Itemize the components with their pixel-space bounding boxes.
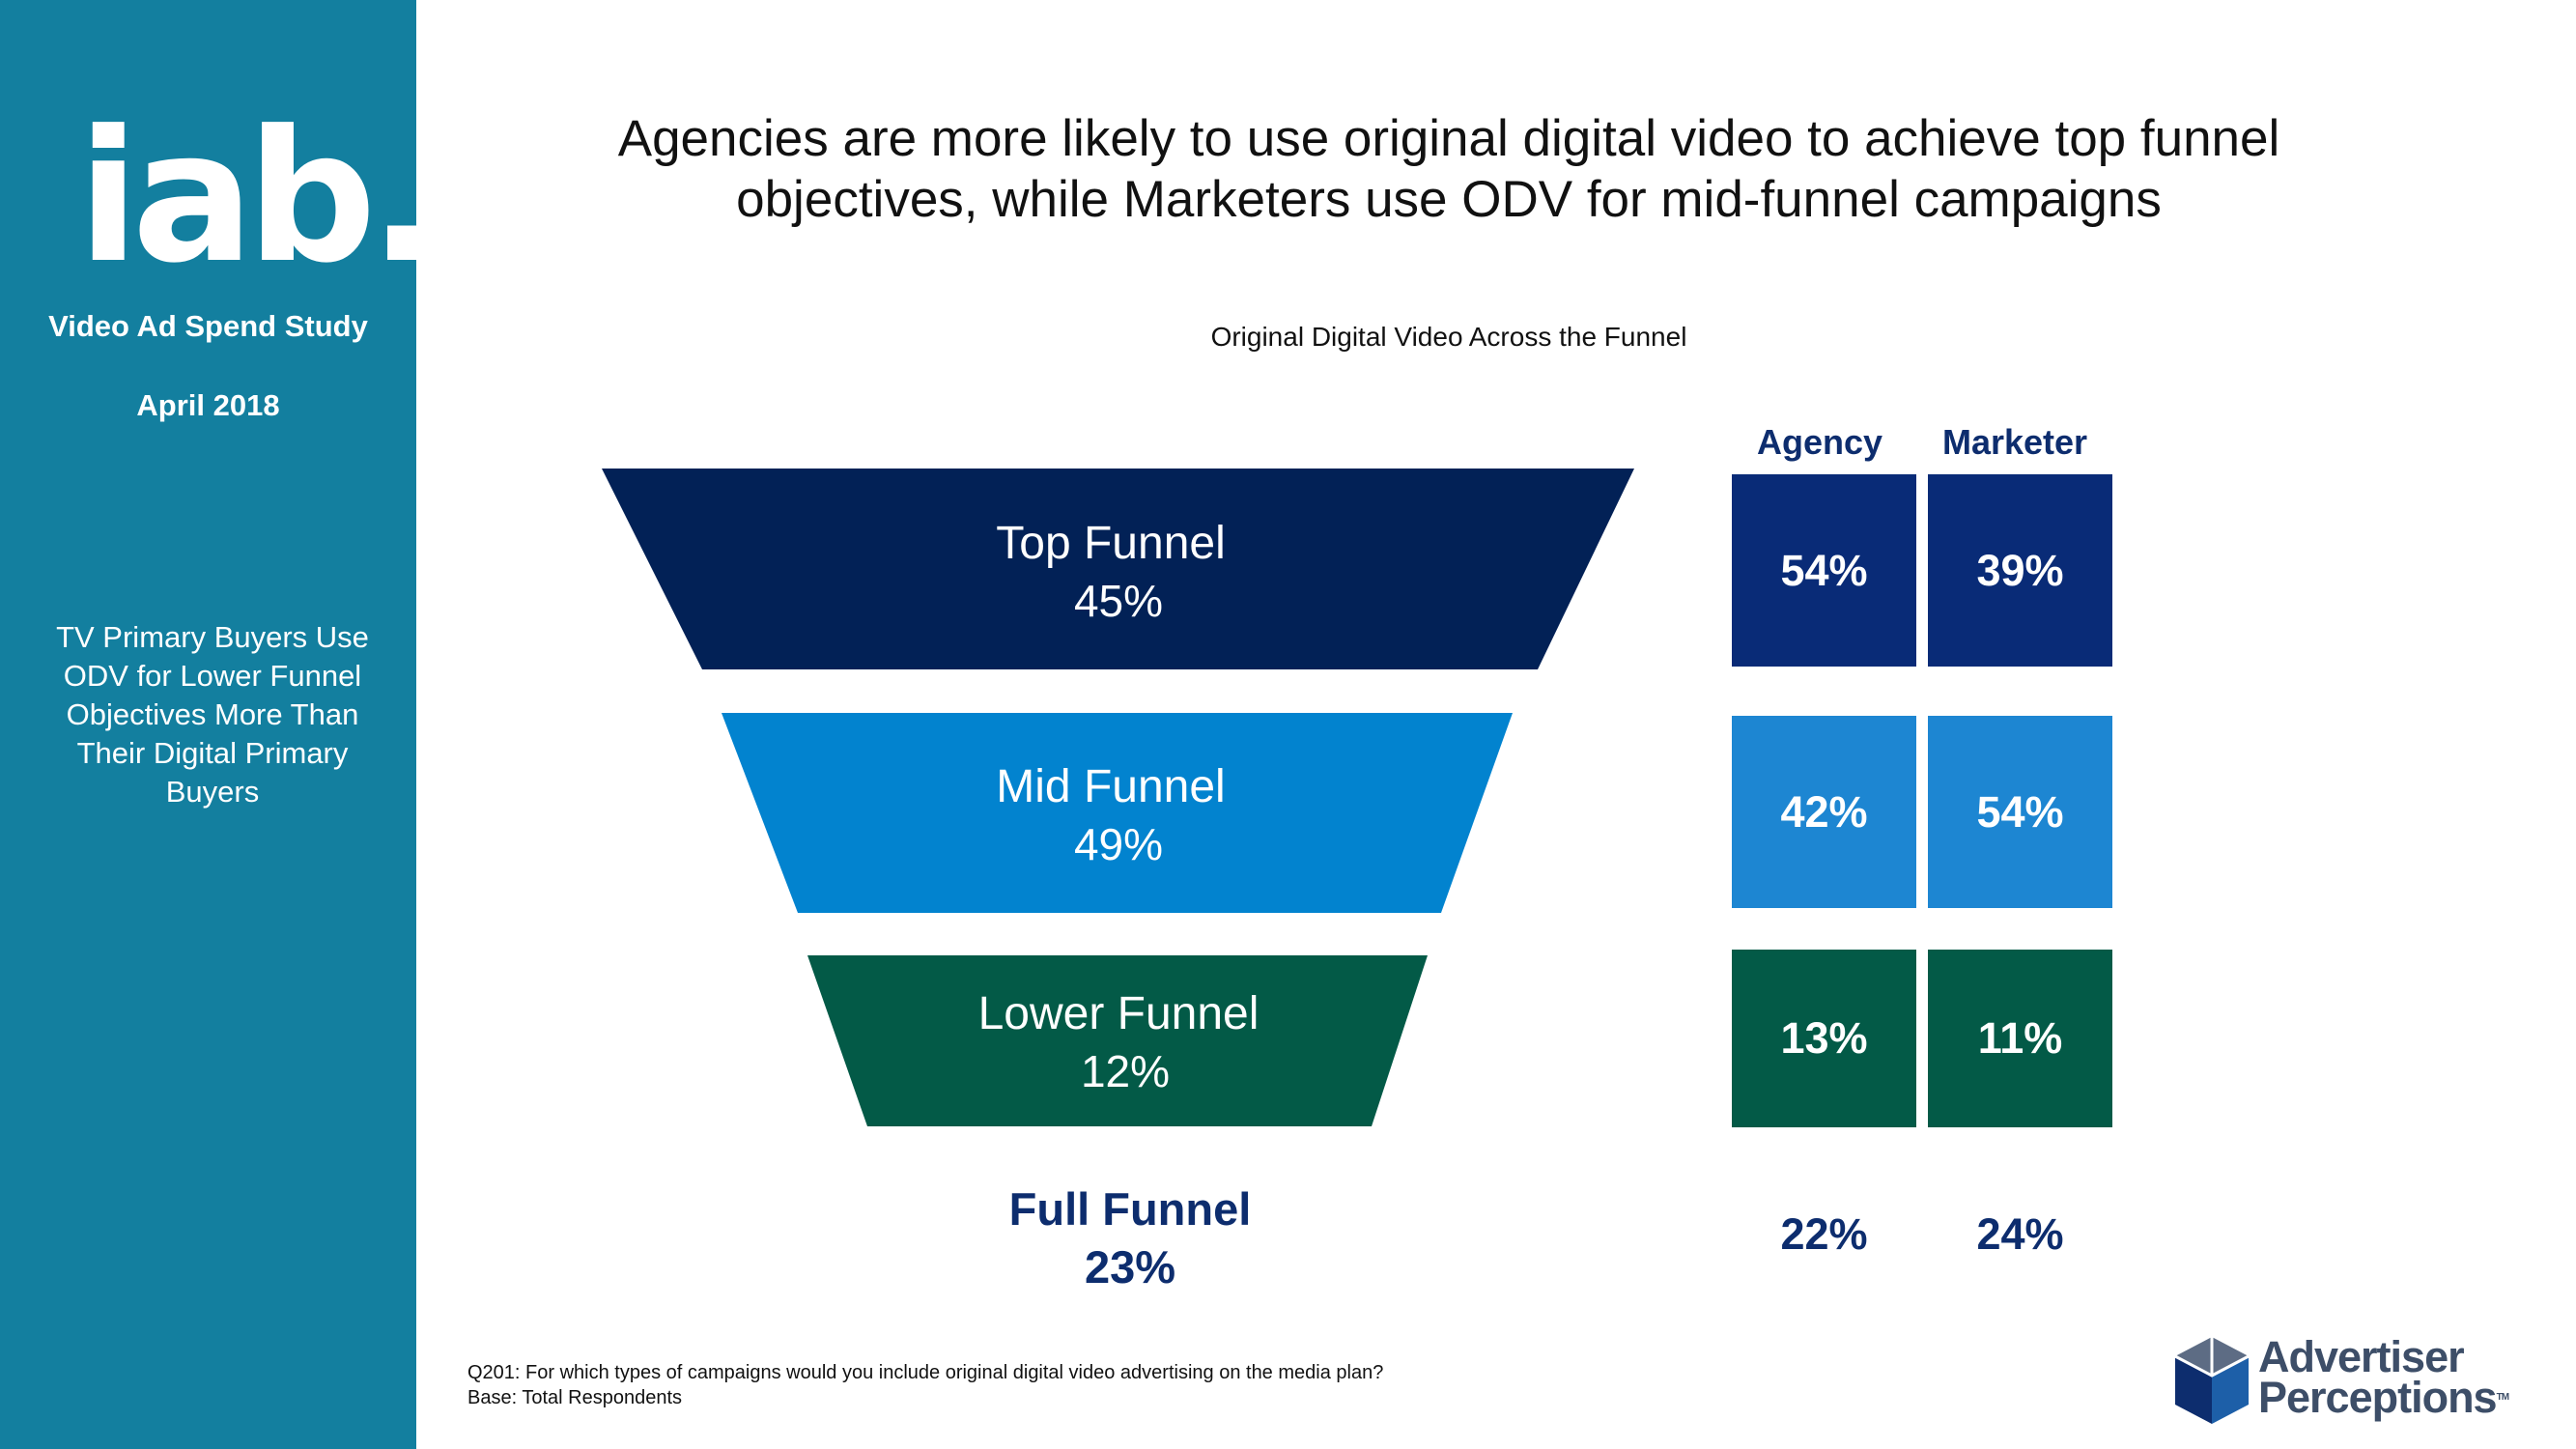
sidebar-note-line: Their Digital Primary [76,736,349,770]
footnote-question: Q201: For which types of campaigns would… [467,1362,1384,1383]
sidebar-note-line: ODV for Lower Funnel [63,659,362,693]
sidebar-note: TV Primary Buyers Use ODV for Lower Funn… [29,618,396,811]
cell-lower-agency: 13% [1732,950,1916,1127]
sidebar-note-line: TV Primary Buyers Use [56,620,369,654]
funnel-label-top: Top Funnel [996,518,1226,569]
full-funnel-name: Full Funnel [1008,1183,1252,1235]
cell-top-agency: 54% [1732,474,1916,667]
cell-top-marketer: 39% [1928,474,2112,667]
funnel-total-top: 45% [1074,576,1163,626]
headline: Agencies are more likely to use original… [541,108,2357,230]
full-funnel-marketer: 24% [1976,1209,2064,1259]
cell-mid-agency: 42% [1732,716,1916,908]
ap-line2: PerceptionsTM [2258,1376,2509,1419]
sidebar-note-line: Buyers [165,775,260,809]
funnel-segment-top [602,469,1634,669]
footnote-base: Base: Total Respondents [467,1387,683,1408]
sidebar-note-line: Objectives More Than [66,697,359,731]
headline-line: objectives, while Marketers use ODV for … [736,171,2162,228]
funnel-segment-mid [722,713,1513,913]
column-header-agency: Agency [1756,422,1883,462]
column-header-marketer: Marketer [1941,422,2088,462]
study-title: Video Ad Spend Study [48,309,368,343]
ap-trademark: TM [2496,1392,2509,1403]
advertiser-perceptions-cube-icon [2174,1337,2250,1424]
footnote: Q201: For which types of campaigns would… [467,1360,1820,1410]
cell-mid-marketer: 54% [1928,716,2112,908]
full-funnel-total: 23% [1084,1241,1176,1293]
funnel-label-lower: Lower Funnel [978,988,1260,1039]
cell-lower-marketer: 11% [1928,950,2112,1127]
funnel-total-lower: 12% [1081,1046,1170,1096]
study-date: April 2018 [136,388,280,422]
headline-line: Agencies are more likely to use original… [617,110,2280,167]
funnel-segment-lower [807,955,1428,1126]
sidebar: iab. Video Ad Spend Study April 2018 TV … [0,0,438,1449]
advertiser-perceptions-logo-text: Advertiser PerceptionsTM [2258,1332,2509,1419]
chart-title: Original Digital Video Across the Funnel [1210,322,1687,352]
full-funnel-agency: 22% [1780,1209,1868,1259]
funnel-label-mid: Mid Funnel [996,761,1225,812]
full-funnel-label: Full Funnel 23% [927,1180,1333,1296]
ap-line1: Advertiser [2258,1332,2465,1381]
funnel-total-mid: 49% [1074,819,1163,869]
ap-line2-text: Perceptions [2258,1373,2498,1422]
